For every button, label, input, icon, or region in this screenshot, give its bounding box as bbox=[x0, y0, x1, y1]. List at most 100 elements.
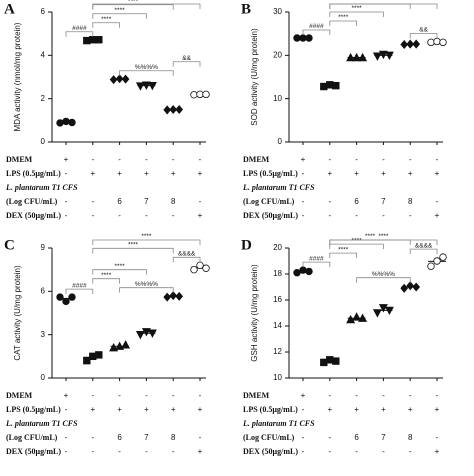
significance-label: **** bbox=[141, 233, 152, 240]
treatment-cell: 8 bbox=[171, 197, 176, 206]
significance-label: **** bbox=[101, 272, 112, 279]
treatment-cell: - bbox=[65, 169, 68, 178]
treatment-cell: - bbox=[355, 155, 358, 164]
data-point bbox=[121, 340, 131, 349]
treatment-cell: + bbox=[117, 405, 122, 414]
significance-bracket bbox=[65, 31, 94, 37]
treatment-cell: 6 bbox=[354, 433, 359, 442]
panel-letter: D bbox=[241, 237, 252, 253]
treatment-label: (Log CFU/mL) bbox=[243, 197, 295, 206]
treatment-cell: - bbox=[409, 211, 412, 220]
significance-bracket bbox=[92, 239, 201, 245]
y-tick-label: 0 bbox=[41, 373, 46, 382]
treatment-cell: - bbox=[436, 155, 439, 164]
significance-label: %%%% bbox=[372, 271, 395, 278]
treatment-cell: + bbox=[408, 405, 413, 414]
y-tick-label: 0 bbox=[278, 137, 283, 146]
treatment-cell: - bbox=[436, 197, 439, 206]
treatment-cell: - bbox=[382, 391, 385, 400]
treatment-cell: - bbox=[118, 155, 121, 164]
treatment-cell: - bbox=[65, 433, 68, 442]
data-point bbox=[190, 91, 198, 99]
treatment-label: DEX (50μg/mL) bbox=[6, 447, 61, 456]
treatment-cell: - bbox=[328, 155, 331, 164]
data-point bbox=[147, 81, 157, 91]
treatment-cell: + bbox=[90, 405, 95, 414]
treatment-cell: - bbox=[328, 447, 331, 456]
treatment-cell: - bbox=[436, 391, 439, 400]
significance-bracket bbox=[329, 239, 438, 245]
significance-bracket bbox=[302, 29, 331, 35]
data-point bbox=[433, 37, 441, 46]
treatment-label: L. plantarum T1 CFS bbox=[5, 183, 78, 192]
data-point bbox=[95, 36, 103, 44]
treatment-label: LPS (0.5μg/mL) bbox=[243, 169, 298, 178]
treatment-label: L. plantarum T1 CFS bbox=[242, 419, 315, 428]
treatment-cell: - bbox=[409, 155, 412, 164]
treatment-cell: 6 bbox=[354, 197, 359, 206]
significance-label: **** bbox=[101, 16, 112, 23]
data-point bbox=[169, 291, 178, 301]
data-point bbox=[378, 50, 388, 60]
treatment-cell: + bbox=[64, 155, 69, 164]
data-point bbox=[299, 266, 307, 274]
significance-label: %%%% bbox=[135, 64, 158, 71]
treatment-cell: 8 bbox=[408, 197, 413, 206]
y-tick-label: 20 bbox=[273, 243, 282, 252]
treatment-cell: 7 bbox=[144, 433, 149, 442]
data-point bbox=[412, 282, 421, 292]
panel-letter: A bbox=[4, 1, 15, 17]
y-tick-label: 2 bbox=[41, 94, 46, 103]
treatment-cell: + bbox=[301, 155, 306, 164]
significance-label: &&&& bbox=[178, 251, 196, 258]
treatment-cell: 8 bbox=[171, 433, 176, 442]
data-point bbox=[406, 39, 415, 49]
treatment-label: (Log CFU/mL) bbox=[243, 433, 295, 442]
treatment-cell: - bbox=[91, 211, 94, 220]
treatment-cell: + bbox=[171, 405, 176, 414]
data-point bbox=[372, 309, 382, 318]
treatment-cell: - bbox=[199, 197, 202, 206]
treatment-cell: - bbox=[145, 391, 148, 400]
data-point bbox=[115, 341, 125, 350]
treatment-cell: + bbox=[354, 169, 359, 178]
significance-label: **** bbox=[352, 237, 363, 244]
data-point bbox=[147, 329, 157, 338]
data-point bbox=[109, 343, 119, 352]
significance-bracket bbox=[409, 33, 438, 39]
treatment-cell: - bbox=[91, 197, 94, 206]
treatment-cell: + bbox=[198, 211, 203, 220]
significance-label: **** bbox=[128, 242, 139, 249]
treatment-cell: + bbox=[435, 447, 440, 456]
treatment-cell: + bbox=[198, 405, 203, 414]
y-axis-label: SOD activity (U/mg protein) bbox=[250, 28, 259, 126]
significance-bracket bbox=[92, 278, 120, 284]
treatment-cell: - bbox=[302, 433, 305, 442]
treatment-cell: - bbox=[91, 155, 94, 164]
treatment-cell: - bbox=[355, 391, 358, 400]
significance-bracket bbox=[92, 3, 201, 9]
treatment-cell: + bbox=[435, 405, 440, 414]
data-point bbox=[175, 291, 184, 301]
treatment-cell: 7 bbox=[381, 433, 386, 442]
y-tick-label: 10 bbox=[273, 373, 282, 382]
treatment-cell: + bbox=[435, 169, 440, 178]
data-point bbox=[62, 297, 70, 306]
significance-label: **** bbox=[128, 0, 139, 5]
treatment-cell: 8 bbox=[408, 433, 413, 442]
treatment-label: L. plantarum T1 CFS bbox=[242, 183, 315, 192]
treatment-cell: 7 bbox=[144, 197, 149, 206]
data-point bbox=[352, 52, 362, 62]
significance-label: **** bbox=[141, 0, 152, 4]
treatment-cell: - bbox=[382, 155, 385, 164]
treatment-cell: - bbox=[145, 447, 148, 456]
data-point bbox=[196, 261, 204, 270]
treatment-cell: - bbox=[409, 447, 412, 456]
data-point bbox=[141, 81, 151, 90]
treatment-label: LPS (0.5μg/mL) bbox=[243, 405, 298, 414]
data-point bbox=[121, 74, 130, 84]
data-point bbox=[439, 253, 447, 261]
treatment-cell: - bbox=[199, 391, 202, 400]
treatment-cell: - bbox=[302, 197, 305, 206]
